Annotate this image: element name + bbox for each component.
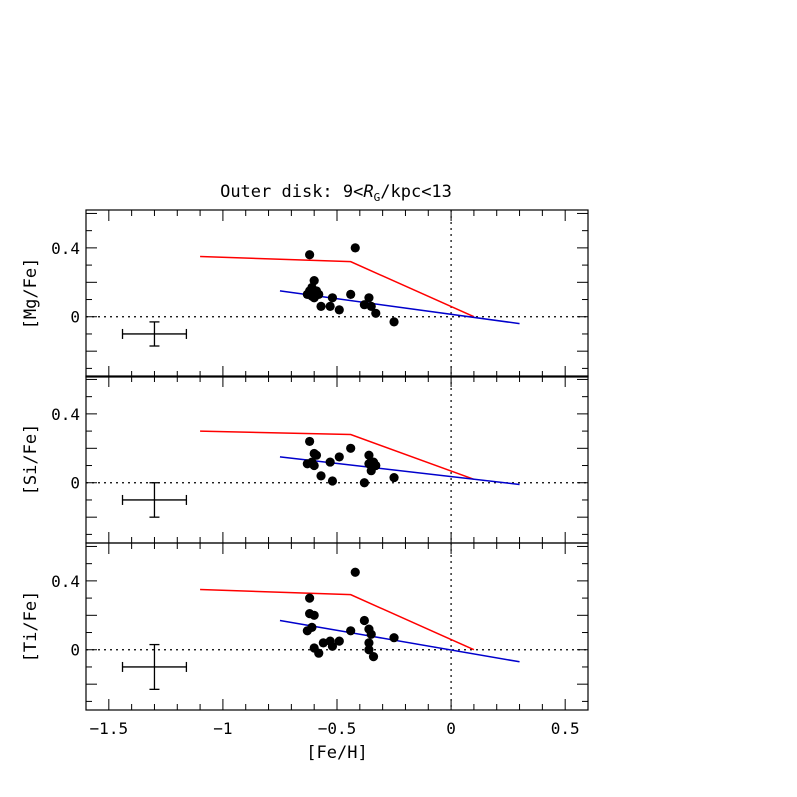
- y-tick-label: 0: [70, 474, 80, 493]
- chart-title: Outer disk: 9<RG/kpc<13: [220, 182, 452, 204]
- data-point: [368, 652, 379, 662]
- data-point: [364, 293, 374, 303]
- data-point: [311, 450, 322, 460]
- x-tick-label: 0.5: [551, 719, 580, 738]
- data-point: [307, 622, 317, 632]
- data-point: [359, 615, 369, 626]
- data-point: [346, 626, 356, 636]
- panel-3: 0 0.4 [Ti/Fe] −1.5 −1 −0.5 0 0.5: [21, 542, 589, 738]
- x-tick-label: −1: [213, 719, 232, 738]
- data-point: [366, 629, 376, 639]
- data-point: [389, 633, 399, 643]
- data-point: [371, 460, 381, 471]
- y-axis-label: [Si/Fe]: [21, 424, 41, 496]
- data-point: [350, 567, 360, 577]
- data-point: [366, 301, 376, 312]
- panel-frame: [85, 542, 589, 711]
- y-tick-label: 0.4: [51, 572, 80, 591]
- x-tick-label: −1.5: [90, 719, 129, 738]
- model-line-red: [200, 255, 475, 318]
- data-point: [334, 452, 344, 462]
- data-point: [307, 291, 317, 301]
- data-point: [327, 641, 338, 651]
- panels-group: 0 0.4 [Mg/Fe] 0 0.4 [Si/Fe] 0 0.4 [Ti/Fe] −1.5 −1 −…: [21, 209, 589, 738]
- data-point: [309, 275, 319, 286]
- y-tick-label: 0: [70, 308, 80, 327]
- y-tick-label: 0.4: [51, 239, 80, 258]
- data-point: [316, 301, 326, 312]
- data-point: [389, 472, 399, 483]
- y-tick-label: 0.4: [51, 405, 80, 424]
- data-point: [327, 476, 338, 486]
- fit-line-blue: [279, 456, 520, 486]
- data-point: [346, 289, 356, 299]
- model-line-red: [200, 588, 475, 651]
- fit-line-blue: [279, 619, 520, 663]
- chart-title-symbol: R: [363, 182, 373, 202]
- data-point: [316, 471, 326, 481]
- y-axis-label: [Ti/Fe]: [21, 591, 41, 663]
- y-tick-label: 0: [70, 641, 80, 660]
- data-point: [305, 250, 315, 260]
- panel-1: 0 0.4 [Mg/Fe]: [21, 209, 589, 378]
- data-point: [334, 305, 344, 315]
- x-tick-label: 0: [446, 719, 456, 738]
- data-point: [305, 436, 315, 447]
- x-tick-label: −0.5: [318, 719, 357, 738]
- x-axis-label: [Fe/H]: [306, 743, 367, 763]
- data-point: [305, 593, 315, 603]
- model-line-red: [200, 430, 475, 481]
- data-point: [359, 478, 369, 488]
- panel-2: 0 0.4 [Si/Fe]: [21, 375, 589, 544]
- y-axis-label: [Mg/Fe]: [21, 258, 41, 330]
- chart-title-suffix: /kpc<13: [380, 182, 452, 202]
- panel-frame: [85, 209, 589, 378]
- chart-title-subscript: G: [374, 191, 381, 204]
- data-point: [334, 636, 344, 646]
- data-point: [389, 317, 399, 327]
- data-point: [364, 638, 374, 648]
- data-point: [364, 450, 374, 460]
- data-point: [350, 243, 360, 253]
- data-point: [309, 610, 319, 620]
- data-point: [327, 293, 338, 303]
- data-point: [325, 301, 335, 312]
- data-point: [314, 648, 324, 658]
- data-point: [325, 457, 335, 467]
- data-point: [346, 443, 356, 453]
- data-point: [364, 645, 374, 655]
- data-point: [309, 460, 319, 471]
- chart-title-prefix: Outer disk: 9<: [220, 182, 363, 202]
- data-point: [371, 308, 381, 318]
